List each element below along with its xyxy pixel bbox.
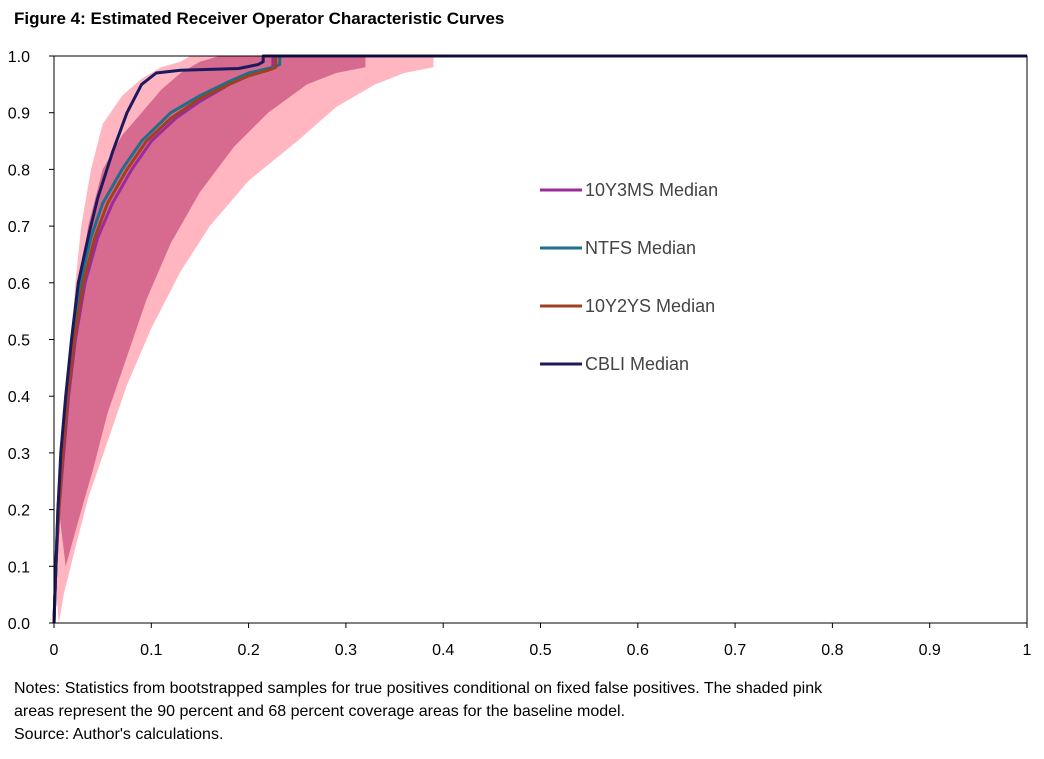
series-line-cbli-median bbox=[52, 54, 1027, 624]
x-tick-label: 0.5 bbox=[529, 642, 551, 659]
legend-label: CBLI Median bbox=[585, 354, 689, 374]
x-tick-label: 0.3 bbox=[335, 642, 357, 659]
x-tick-label: 0.4 bbox=[432, 642, 454, 659]
x-tick-label: 0.9 bbox=[919, 642, 941, 659]
series-line-10y2ys-median bbox=[52, 54, 1027, 624]
notes-line-2: areas represent the 90 percent and 68 pe… bbox=[14, 703, 626, 720]
coverage-bands bbox=[54, 56, 434, 623]
notes-line-1: Notes: Statistics from bootstrapped samp… bbox=[14, 680, 823, 697]
chart-title: Figure 4: Estimated Receiver Operator Ch… bbox=[14, 9, 505, 28]
y-tick-label: 1.0 bbox=[8, 49, 30, 66]
legend-label: 10Y2YS Median bbox=[585, 296, 715, 316]
y-tick-label: 0.2 bbox=[8, 503, 30, 520]
x-tick-label: 0 bbox=[50, 642, 59, 659]
series-lines bbox=[52, 54, 1027, 624]
y-tick-label: 0.5 bbox=[8, 333, 30, 350]
y-tick-label: 0.9 bbox=[8, 106, 30, 123]
y-tick-label: 0.4 bbox=[8, 389, 30, 406]
legend: 10Y3MS Median NTFS Median 10Y2YS Median CBL… bbox=[540, 180, 718, 374]
source-line: Source: Author's calculations. bbox=[14, 726, 224, 743]
x-tick-label: 0.1 bbox=[140, 642, 162, 659]
legend-label: NTFS Median bbox=[585, 238, 696, 258]
figure-notes: Notes: Statistics from bootstrapped samp… bbox=[14, 677, 1024, 746]
y-tick-label: 0.6 bbox=[8, 276, 30, 293]
coverage-band-68 bbox=[58, 56, 366, 567]
x-tick-label: 0.7 bbox=[724, 642, 746, 659]
x-tick-label: 0.6 bbox=[627, 642, 649, 659]
y-tick-label: 0.3 bbox=[8, 446, 30, 463]
x-axis-ticks: 0 0.1 0.2 0.3 0.4 0.5 0.6 0.7 0.8 0.9 1 bbox=[50, 623, 1032, 659]
x-tick-label: 0.8 bbox=[821, 642, 843, 659]
y-axis-ticks: 0.0 0.1 0.2 0.3 0.4 0.5 0.6 0.7 0.8 0.9 1.0 bbox=[8, 49, 54, 633]
roc-chart: 0 0.1 0.2 0.3 0.4 0.5 0.6 0.7 0.8 0.9 1 0.00.10.20… bbox=[8, 49, 1032, 659]
y-tick-label: 0.7 bbox=[8, 219, 30, 236]
y-tick-label: 0.1 bbox=[8, 559, 30, 576]
y-tick-label: 0.8 bbox=[8, 162, 30, 179]
y-tick-label: 0.0 bbox=[8, 616, 30, 633]
x-tick-label: 0.2 bbox=[237, 642, 259, 659]
x-tick-label: 1 bbox=[1023, 642, 1032, 659]
legend-label: 10Y3MS Median bbox=[585, 180, 718, 200]
